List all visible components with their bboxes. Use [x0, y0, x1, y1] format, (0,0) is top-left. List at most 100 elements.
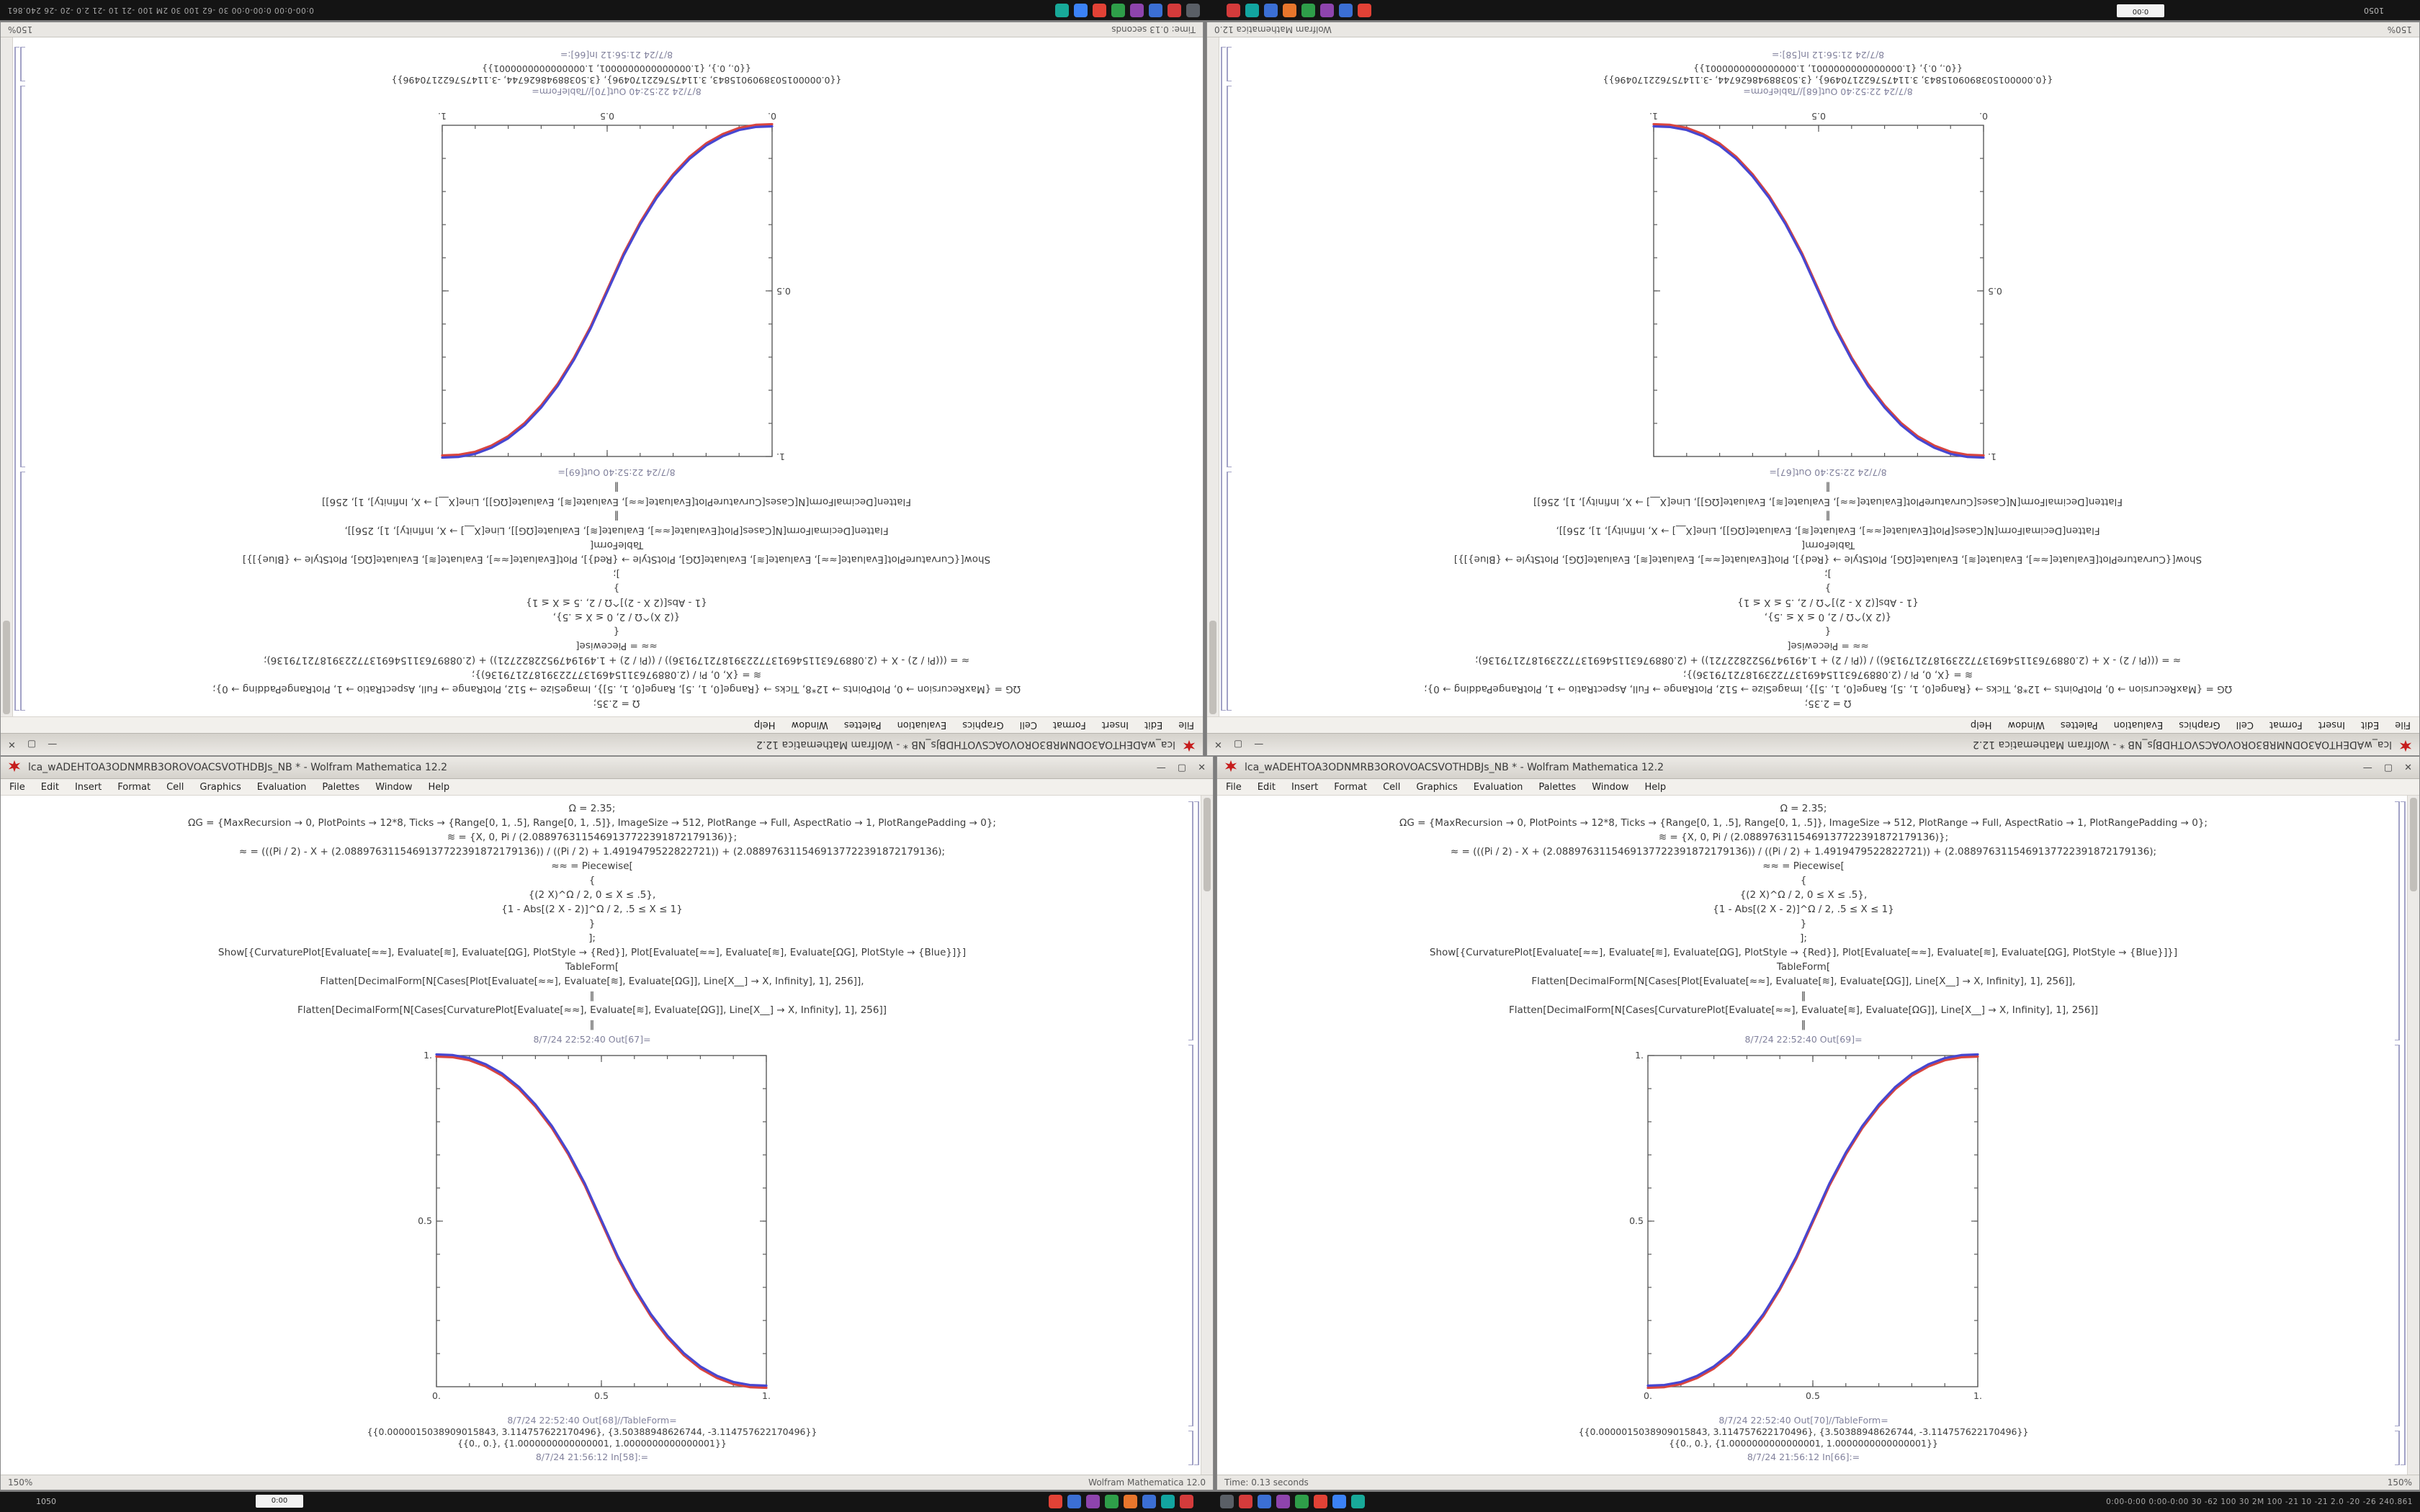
- menu-item[interactable]: Cell: [1383, 781, 1401, 793]
- scrollbar-thumb[interactable]: [3, 621, 10, 714]
- tray-app-icon[interactable]: [1220, 1495, 1234, 1508]
- cell-bracket[interactable]: [20, 86, 25, 467]
- tray-app-icon[interactable]: [1239, 1495, 1252, 1508]
- menu-item[interactable]: Window: [375, 781, 413, 793]
- cell-group-bracket[interactable]: [14, 47, 19, 711]
- cell-bracket[interactable]: [20, 472, 25, 711]
- close-button[interactable]: ✕: [1214, 739, 1222, 750]
- menu-item[interactable]: Window: [1592, 781, 1629, 793]
- code-line[interactable]: ΩG = {MaxRecursion → 0, PlotPoints → 12*…: [188, 817, 996, 829]
- code-line[interactable]: ≋ = {X, 0, Pi / (2.088976311546913772239…: [1682, 669, 1973, 680]
- code-line[interactable]: }: [1824, 582, 1832, 594]
- code-line[interactable]: Flatten[DecimalForm[N[Cases[Plot[Evaluat…: [1531, 976, 2076, 987]
- code-line[interactable]: TableForm[: [589, 539, 644, 551]
- menu-item[interactable]: File: [2395, 719, 2411, 731]
- tray-app-icon[interactable]: [1086, 1495, 1100, 1508]
- minimize-button[interactable]: —: [1254, 739, 1264, 750]
- code-line[interactable]: Ω = 2.35;: [1780, 803, 1827, 814]
- cell-bracket[interactable]: [1227, 47, 1232, 81]
- cell-bracket[interactable]: [1188, 801, 1193, 1040]
- code-line[interactable]: ‖: [1825, 510, 1831, 522]
- code-line[interactable]: ΩG = {MaxRecursion → 0, PlotPoints → 12*…: [1424, 683, 2232, 695]
- tray-app-icon[interactable]: [1332, 1495, 1346, 1508]
- cell-bracket[interactable]: [1227, 472, 1232, 711]
- notebook-cells[interactable]: Ω = 2.35; ΩG = {MaxRecursion → 0, PlotPoi…: [1, 796, 1183, 1475]
- code-line[interactable]: ≈≈ = Piecewise[: [1762, 860, 1845, 872]
- vertical-scrollbar[interactable]: [2407, 796, 2419, 1475]
- menu-item[interactable]: Help: [753, 719, 776, 731]
- tray-app-icon[interactable]: [1168, 4, 1181, 17]
- menu-item[interactable]: Format: [1052, 719, 1086, 731]
- code-line[interactable]: Flatten[DecimalForm[N[Cases[CurvaturePlo…: [1533, 496, 2123, 508]
- menu-item[interactable]: Format: [1334, 781, 1368, 793]
- code-line[interactable]: Flatten[DecimalForm[N[Cases[CurvaturePlo…: [1508, 1004, 2099, 1016]
- menu-item[interactable]: Palettes: [2060, 719, 2098, 731]
- titlebar[interactable]: lca_wADEHTOA3ODNMRB3OROVOACSVOTHDBJs_NB …: [1207, 733, 2419, 755]
- tray-app-icon[interactable]: [1142, 1495, 1156, 1508]
- notebook-cells[interactable]: Ω = 2.35; ΩG = {MaxRecursion → 0, PlotPoi…: [1237, 37, 2419, 716]
- code-line[interactable]: ≈ = (((Pi / 2) - X + (2.0889763115469137…: [263, 654, 970, 666]
- menu-item[interactable]: File: [1178, 719, 1194, 731]
- tray-app-icon[interactable]: [1161, 1495, 1175, 1508]
- tray-app-icon[interactable]: [1074, 4, 1088, 17]
- menu-item[interactable]: Edit: [1144, 719, 1163, 731]
- code-line[interactable]: TableForm[: [565, 961, 619, 973]
- taskbar-meter-box[interactable]: 0:00: [256, 1495, 303, 1508]
- input-cell-code[interactable]: Ω = 2.35; ΩG = {MaxRecursion → 0, PlotPoi…: [1217, 801, 2390, 1032]
- maximize-button[interactable]: ▢: [27, 739, 37, 750]
- taskbar-meter-box[interactable]: 0:00: [2117, 4, 2164, 17]
- vertical-scrollbar[interactable]: [1207, 37, 1219, 716]
- code-line[interactable]: Flatten[DecimalForm[N[Cases[Plot[Evaluat…: [1556, 525, 2100, 536]
- tray-app-icon[interactable]: [1358, 4, 1371, 17]
- menu-item[interactable]: Evaluation: [897, 719, 947, 731]
- cell-bracket[interactable]: [20, 47, 25, 81]
- code-line[interactable]: ≈≈ = Piecewise[: [1787, 640, 1869, 652]
- tray-app-icon[interactable]: [1124, 1495, 1137, 1508]
- menu-item[interactable]: Palettes: [843, 719, 882, 731]
- menu-item[interactable]: Insert: [74, 781, 102, 793]
- tray-app-icon[interactable]: [1339, 4, 1353, 17]
- code-line[interactable]: {: [613, 626, 620, 637]
- code-line[interactable]: ];: [613, 568, 620, 580]
- code-line[interactable]: TableForm[: [1801, 539, 1855, 551]
- cell-group-bracket[interactable]: [2401, 801, 2406, 1465]
- code-line[interactable]: Show[{CurvaturePlot[Evaluate[≈≈], Evalua…: [242, 554, 991, 565]
- tray-app-icon[interactable]: [1258, 1495, 1271, 1508]
- code-line[interactable]: ‖: [589, 1019, 595, 1030]
- menu-item[interactable]: Format: [2269, 719, 2303, 731]
- close-button[interactable]: ✕: [1198, 762, 1206, 773]
- code-line[interactable]: ≋ = {X, 0, Pi / (2.088976311546913772239…: [471, 669, 762, 680]
- code-line[interactable]: {1 - Abs[(2 X - 2)]^Ω / 2, .5 ≤ X ≤ 1}: [1737, 597, 1919, 608]
- tray-app-icon[interactable]: [1295, 1495, 1309, 1508]
- titlebar[interactable]: lca_wADEHTOA3ODNMRB3OROVOACSVOTHDBJs_NB …: [1217, 757, 2419, 779]
- menu-item[interactable]: Help: [1644, 781, 1667, 793]
- cell-bracket[interactable]: [2395, 1045, 2400, 1426]
- menu-item[interactable]: Graphics: [200, 781, 241, 793]
- input-cell-code[interactable]: Ω = 2.35; ΩG = {MaxRecursion → 0, PlotPoi…: [1, 801, 1183, 1032]
- maximize-button[interactable]: ▢: [2383, 762, 2393, 773]
- menu-item[interactable]: Cell: [1019, 719, 1037, 731]
- menu-item[interactable]: Edit: [40, 781, 59, 793]
- cell-bracket[interactable]: [1188, 1045, 1193, 1426]
- menu-item[interactable]: Help: [1970, 719, 1992, 731]
- menu-item[interactable]: Window: [2007, 719, 2045, 731]
- tray-app-icon[interactable]: [1314, 1495, 1327, 1508]
- code-line[interactable]: {1 - Abs[(2 X - 2)]^Ω / 2, .5 ≤ X ≤ 1}: [501, 904, 683, 915]
- code-line[interactable]: ‖: [614, 510, 619, 522]
- code-line[interactable]: {(2 X)^Ω / 2, 0 ≤ X ≤ .5},: [1739, 889, 1868, 901]
- menu-item[interactable]: Cell: [2236, 719, 2254, 731]
- input-cell-code[interactable]: Ω = 2.35; ΩG = {MaxRecursion → 0, PlotPoi…: [1237, 480, 2419, 711]
- code-line[interactable]: {1 - Abs[(2 X - 2)]^Ω / 2, .5 ≤ X ≤ 1}: [526, 597, 707, 608]
- code-line[interactable]: Show[{CurvaturePlot[Evaluate[≈≈], Evalua…: [1453, 554, 2202, 565]
- minimize-button[interactable]: —: [2362, 762, 2372, 773]
- menu-item[interactable]: Edit: [2361, 719, 2380, 731]
- code-line[interactable]: ‖: [614, 482, 619, 493]
- scrollbar-thumb[interactable]: [1209, 621, 1216, 714]
- tray-app-icon[interactable]: [1245, 4, 1259, 17]
- code-line[interactable]: ΩG = {MaxRecursion → 0, PlotPoints → 12*…: [1399, 817, 2208, 829]
- code-line[interactable]: ≋ = {X, 0, Pi / (2.088976311546913772239…: [1658, 832, 1949, 843]
- tray-app-icon[interactable]: [1186, 4, 1200, 17]
- tray-app-icon[interactable]: [1105, 1495, 1119, 1508]
- tray-app-icon[interactable]: [1276, 1495, 1290, 1508]
- cell-bracket[interactable]: [1227, 86, 1232, 467]
